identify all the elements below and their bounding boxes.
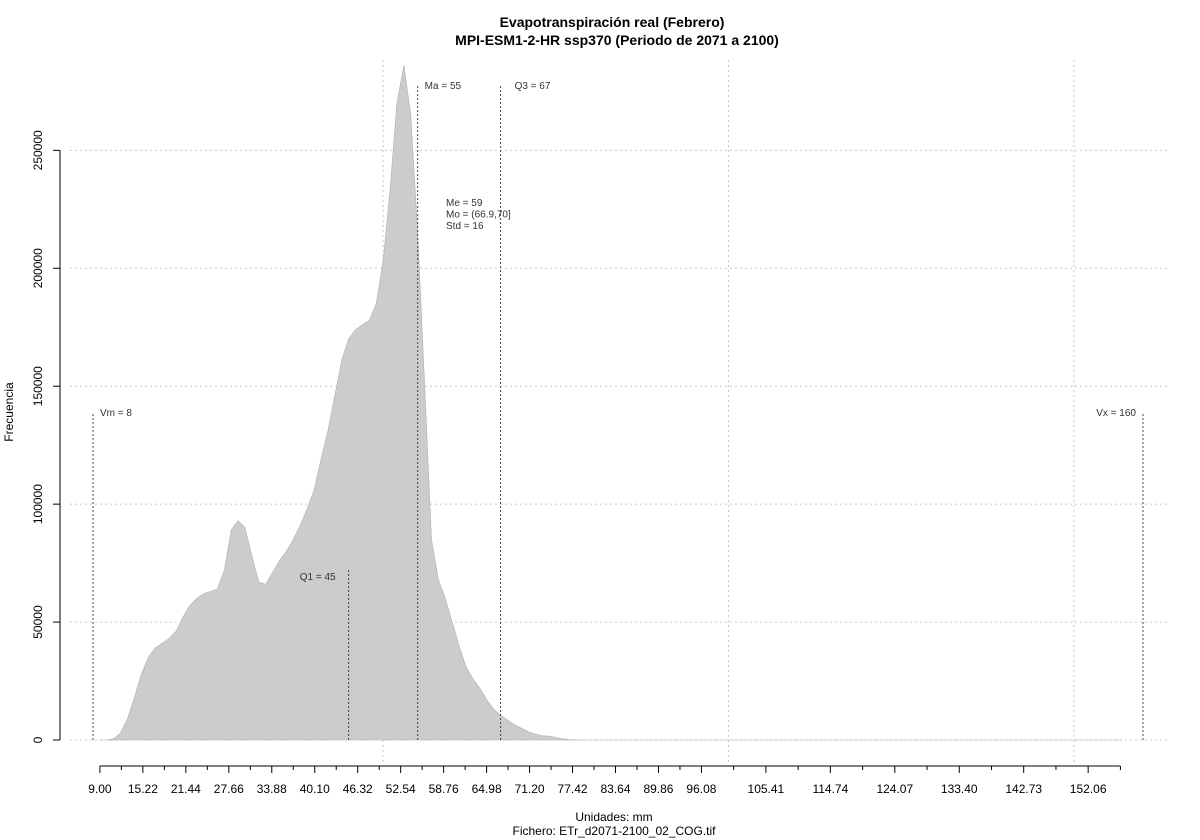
y-tick-label: 0 <box>31 736 45 743</box>
x-tick-label: 27.66 <box>214 782 244 796</box>
x-tick-label: 52.54 <box>386 782 416 796</box>
q3-label: Q3 = 67 <box>515 81 551 92</box>
stats-label: Mo = (66.9,70] <box>446 210 511 221</box>
x-tick-label: 152.06 <box>1070 782 1107 796</box>
y-tick-label: 250000 <box>31 130 45 170</box>
chart-subtitle: MPI-ESM1-2-HR ssp370 (Periodo de 2071 a … <box>455 32 779 48</box>
x-tick-label: 124.07 <box>876 782 913 796</box>
file-footer: Fichero: ETr_d2071-2100_02_COG.tif <box>513 824 717 838</box>
x-tick-label: 77.42 <box>558 782 588 796</box>
y-tick-label: 50000 <box>31 605 45 639</box>
annotations: Vm = 8 Vx = 160 Q1 = 45 Ma = 55 Q3 = 67 Me = … <box>100 81 1136 583</box>
x-tick-label: 33.88 <box>257 782 287 796</box>
x-tick-label: 15.22 <box>128 782 158 796</box>
x-tick-label: 71.20 <box>515 782 545 796</box>
x-tick-label: 46.32 <box>343 782 373 796</box>
reference-lines <box>92 85 1144 740</box>
x-tick-label: 142.73 <box>1005 782 1042 796</box>
x-tick-label: 105.41 <box>748 782 785 796</box>
x-tick-label: 114.74 <box>812 782 848 796</box>
vm-label: Vm = 8 <box>100 408 132 419</box>
x-tick-label: 40.10 <box>300 782 330 796</box>
x-tick-label: 64.98 <box>472 782 502 796</box>
y-tick-label: 200000 <box>31 248 45 288</box>
stats-label: Std = 16 <box>446 221 484 232</box>
x-tick-label: 89.86 <box>643 782 673 796</box>
y-axis-label: Frecuencia <box>2 382 16 442</box>
density-area-path <box>99 65 1123 741</box>
x-tick-label: 96.08 <box>686 782 716 796</box>
x-tick-label: 21.44 <box>171 782 201 796</box>
stats-label: Me = 59 <box>446 198 483 209</box>
x-tick-label: 58.76 <box>429 782 459 796</box>
x-tick-label: 83.64 <box>600 782 630 796</box>
ma-label: Ma = 55 <box>425 81 462 92</box>
vx-label: Vx = 160 <box>1096 408 1136 419</box>
y-tick-label: 100000 <box>31 484 45 524</box>
y-tick-label: 150000 <box>31 366 45 406</box>
x-tick-label: 133.40 <box>941 782 978 796</box>
axes: 9.00 15.22 21.44 27.66 33.88 40.10 46.32 52.54 5… <box>31 130 1121 796</box>
q1-label: Q1 = 45 <box>300 572 336 583</box>
chart-title: Evapotranspiración real (Febrero) <box>500 14 725 30</box>
x-tick-label: 9.00 <box>88 782 112 796</box>
density-area <box>99 65 1123 741</box>
x-axis-label: Unidades: mm <box>575 810 652 824</box>
